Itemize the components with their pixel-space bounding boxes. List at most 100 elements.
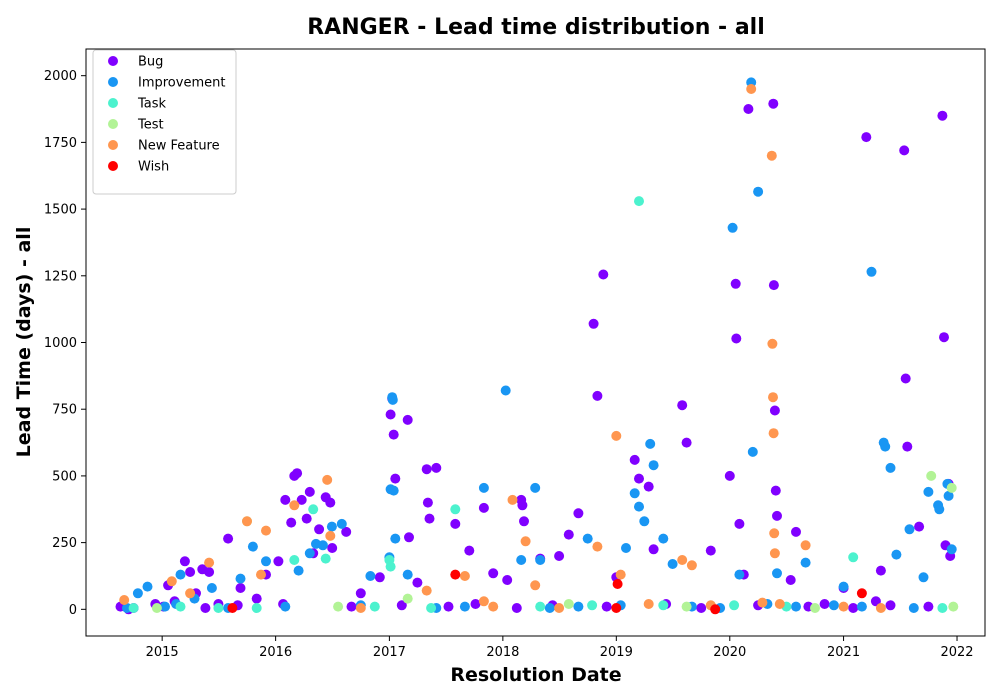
data-point — [273, 556, 284, 567]
data-point — [464, 545, 475, 556]
data-point — [880, 441, 891, 452]
data-point — [185, 567, 196, 577]
data-point — [757, 597, 768, 608]
data-point — [261, 556, 271, 567]
data-point — [734, 518, 745, 529]
data-point — [743, 104, 754, 114]
data-point — [478, 482, 489, 493]
data-point — [151, 603, 162, 613]
data-point — [772, 568, 782, 579]
data-point — [554, 551, 565, 561]
series-task — [128, 196, 948, 613]
data-point — [918, 572, 929, 583]
data-point — [247, 541, 258, 552]
data-point — [308, 504, 319, 515]
data-point — [422, 497, 433, 508]
data-point — [365, 571, 376, 581]
data-point — [450, 569, 461, 580]
data-point — [385, 561, 396, 572]
data-point — [132, 588, 143, 599]
data-point — [421, 464, 432, 475]
legend-label: New Feature — [138, 139, 220, 154]
data-point — [667, 559, 678, 569]
data-point — [530, 482, 541, 493]
data-point — [800, 540, 811, 551]
data-point — [681, 437, 692, 448]
data-point — [645, 438, 656, 449]
data-point — [242, 516, 252, 527]
points-layer — [115, 77, 959, 615]
data-point — [856, 601, 867, 612]
data-point — [175, 569, 186, 580]
data-point — [677, 555, 688, 565]
data-point — [261, 525, 271, 536]
series-improvement — [122, 77, 957, 613]
data-point — [710, 604, 721, 615]
data-point — [875, 603, 886, 613]
y-axis: 0 250 500 750 1000 1250 1500 1750 2000 — [44, 69, 86, 618]
data-point — [612, 579, 623, 589]
data-point — [333, 601, 344, 612]
data-point — [470, 599, 481, 609]
series-test — [151, 470, 959, 613]
data-point — [563, 599, 574, 609]
chart-title: RANGER - Lead time distribution - all — [307, 15, 765, 40]
y-axis-label: Lead Time (days) - all — [13, 227, 35, 458]
data-point — [502, 575, 513, 585]
data-point — [856, 588, 867, 599]
data-point — [828, 600, 839, 611]
data-point — [770, 485, 781, 496]
data-point — [848, 603, 859, 613]
data-point — [535, 555, 546, 565]
data-point — [587, 600, 598, 611]
data-point — [791, 601, 801, 612]
data-point — [326, 521, 337, 532]
data-point — [390, 533, 401, 544]
legend-label: Wish — [138, 160, 169, 175]
y-tick-label: 1500 — [44, 203, 77, 218]
data-point — [658, 600, 669, 611]
data-point — [768, 98, 779, 109]
legend-marker — [108, 140, 118, 150]
data-point — [621, 543, 631, 553]
data-point — [179, 556, 190, 567]
x-tick-label: 2022 — [940, 645, 973, 660]
data-point — [634, 196, 644, 207]
data-point — [166, 576, 177, 587]
data-point — [598, 269, 609, 280]
data-point — [251, 603, 262, 613]
data-point — [520, 536, 531, 547]
data-point — [914, 521, 925, 532]
data-point — [753, 186, 764, 197]
data-point — [544, 603, 555, 613]
data-point — [402, 593, 413, 604]
series-new-feature — [119, 84, 886, 613]
data-point — [396, 600, 407, 611]
data-point — [517, 500, 528, 511]
data-point — [629, 454, 640, 465]
data-point — [293, 565, 304, 576]
data-point — [322, 474, 333, 485]
x-tick-label: 2020 — [713, 645, 746, 660]
data-point — [256, 569, 266, 580]
data-point — [611, 430, 622, 441]
data-point — [530, 580, 541, 591]
data-point — [235, 573, 246, 584]
data-point — [355, 603, 366, 613]
data-point — [355, 588, 366, 599]
x-tick-label: 2015 — [146, 645, 179, 660]
data-point — [478, 596, 489, 607]
data-point — [648, 544, 659, 555]
data-point — [643, 481, 654, 492]
data-point — [185, 588, 196, 599]
data-point — [800, 557, 811, 568]
y-tick-label: 250 — [52, 536, 77, 551]
data-point — [385, 409, 396, 420]
data-point — [772, 510, 782, 521]
data-point — [634, 473, 644, 484]
data-point — [923, 486, 934, 497]
data-point — [677, 400, 688, 411]
data-point — [223, 533, 234, 544]
data-point — [819, 599, 830, 609]
